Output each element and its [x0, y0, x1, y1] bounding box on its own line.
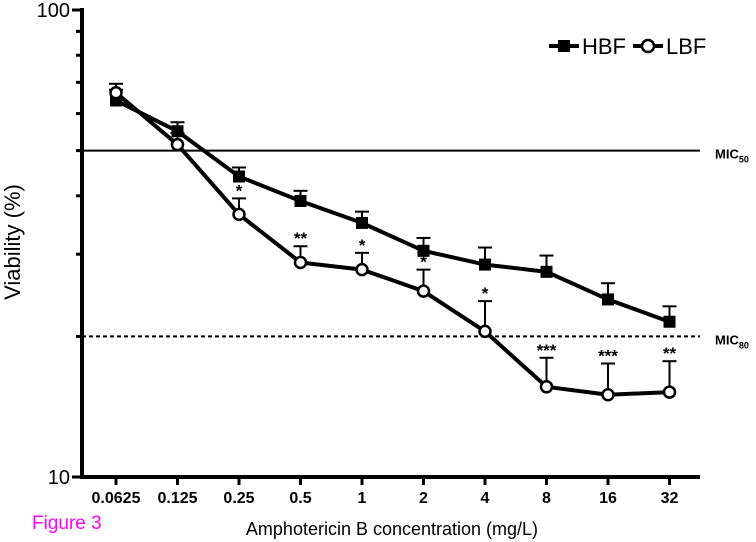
data-point-lbf — [478, 324, 492, 339]
y-axis-title: Viability (%) — [0, 184, 25, 300]
ticks: 10 100 0.0625 0.125 0.25 0.5 1 2 4 8 16 32 — [37, 0, 679, 507]
reference-label-main: MIC — [715, 332, 739, 347]
x-tick-label: 16 — [599, 490, 617, 507]
figure-label: Figure 3 — [32, 513, 102, 534]
x-tick-label: 8 — [542, 490, 551, 507]
data-point-lbf — [601, 388, 615, 402]
significance-annotations: *** ****** *** ** — [236, 181, 677, 365]
significance-marker: * — [420, 253, 427, 272]
reference-line-label: MIC50 — [715, 147, 749, 165]
significance-marker: *** — [537, 341, 557, 360]
x-tick-label: 32 — [661, 490, 679, 507]
legend-label-lbf: LBF — [666, 34, 706, 59]
significance-marker: ** — [663, 344, 677, 363]
series-line-hbf — [115, 98, 671, 324]
y-tick-label: 10 — [48, 467, 70, 489]
significance-marker: * — [359, 236, 366, 255]
x-tick-label: 0.0625 — [92, 490, 141, 507]
series-group — [109, 82, 677, 402]
x-axis-title: Amphotericin B concentration (mg/L) — [246, 519, 538, 539]
x-tick-label: 0.5 — [289, 490, 311, 507]
x-tick-label: 4 — [481, 490, 490, 507]
data-point-lbf — [170, 137, 185, 152]
reference-label-main: MIC — [715, 147, 739, 162]
reference-label-subscript: 80 — [739, 340, 749, 350]
legend: HBF LBF — [549, 34, 706, 59]
data-point-hbf — [540, 265, 553, 278]
reference-line-label: MIC80 — [715, 332, 749, 350]
data-point-lbf — [232, 207, 246, 222]
series-line-lbf — [114, 91, 670, 397]
significance-marker: *** — [598, 347, 618, 366]
data-point-lbf — [355, 262, 369, 277]
data-point-lbf — [293, 255, 308, 270]
data-point-hbf — [356, 216, 368, 229]
data-point-hbf — [294, 194, 307, 207]
data-point-hbf — [233, 170, 245, 183]
significance-marker: ** — [294, 229, 308, 248]
y-tick-label: 100 — [37, 0, 70, 22]
x-tick-label: 2 — [419, 490, 428, 507]
data-point-hbf — [171, 125, 184, 138]
x-tick-label: 1 — [358, 490, 367, 507]
x-tick-label: 0.125 — [157, 490, 197, 507]
significance-marker: * — [482, 284, 489, 303]
axes — [80, 8, 700, 479]
significance-marker: * — [236, 181, 243, 200]
legend-marker-lbf — [640, 38, 656, 54]
reference-label-subscript: 50 — [739, 155, 749, 165]
x-tick-label: 0.25 — [223, 490, 254, 507]
data-point-lbf — [109, 85, 123, 100]
data-point-lbf — [662, 385, 677, 399]
data-point-lbf — [416, 284, 431, 298]
data-point-lbf — [539, 380, 554, 394]
legend-marker-hbf — [558, 40, 570, 52]
data-point-hbf — [479, 258, 491, 271]
data-point-hbf — [417, 244, 430, 257]
legend-label-hbf: HBF — [582, 34, 626, 59]
data-point-hbf — [602, 293, 614, 306]
data-point-hbf — [663, 315, 676, 328]
